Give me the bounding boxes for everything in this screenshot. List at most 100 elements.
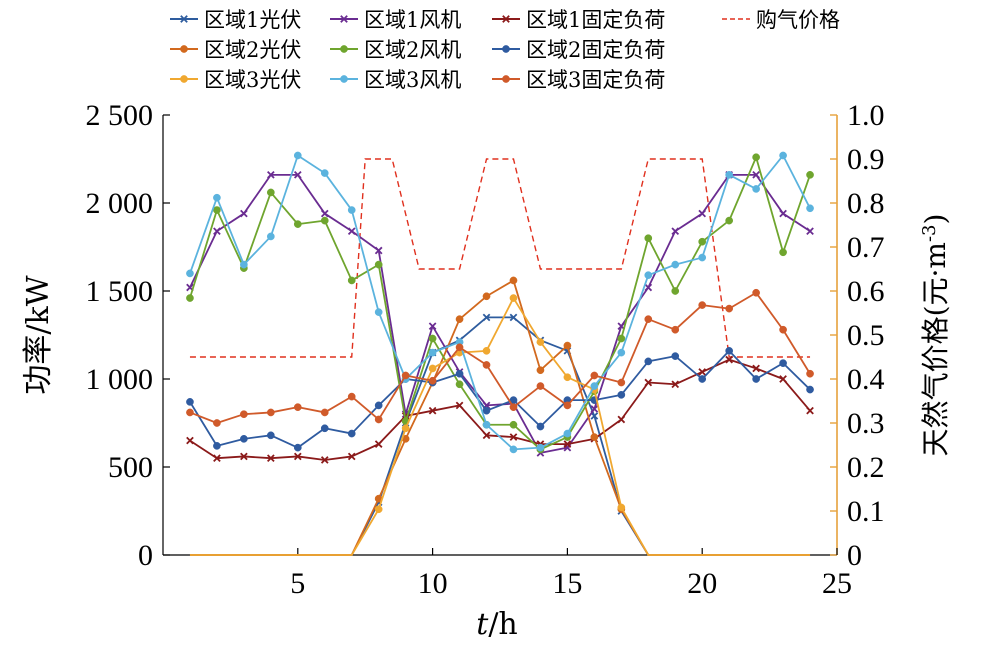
series-6 <box>186 346 814 452</box>
data-point <box>671 325 680 334</box>
data-point <box>617 390 626 399</box>
data-point <box>725 304 734 313</box>
data-point <box>509 294 518 302</box>
series-2 <box>186 171 814 457</box>
data-point <box>347 452 356 461</box>
data-point <box>455 315 464 324</box>
data-point <box>725 346 734 355</box>
data-point <box>698 209 707 218</box>
legend-item: 区域3风机 <box>330 68 461 92</box>
series-line <box>189 291 811 424</box>
data-point <box>509 445 518 454</box>
data-point <box>725 170 734 179</box>
series-7 <box>189 294 811 556</box>
data-point <box>671 260 680 269</box>
data-point <box>698 301 707 309</box>
data-point <box>779 325 787 334</box>
data-point <box>428 406 437 415</box>
data-point <box>779 248 787 257</box>
data-point <box>779 375 787 383</box>
data-point <box>455 369 464 378</box>
legend-label: 区域1风机 <box>364 8 461 32</box>
data-point <box>213 419 221 427</box>
series-line <box>189 349 811 449</box>
x-label-t: t <box>476 607 489 642</box>
data-point <box>186 408 194 417</box>
data-point <box>779 151 787 160</box>
data-point <box>617 378 626 387</box>
data-point <box>347 392 356 401</box>
y2-tick-label: 0.3 <box>847 407 885 440</box>
data-point <box>320 169 329 177</box>
legend-swatch-marker <box>502 15 510 23</box>
data-point <box>320 408 329 417</box>
series-line <box>189 156 811 451</box>
data-point <box>644 283 653 292</box>
legend-item: 区域2风机 <box>330 38 461 62</box>
data-point <box>240 434 248 443</box>
data-point <box>725 355 733 364</box>
data-point <box>536 443 545 452</box>
data-point <box>806 369 814 378</box>
data-point <box>482 313 491 322</box>
y2-label-close: ) <box>919 214 952 225</box>
legend-swatch-marker <box>180 45 188 53</box>
data-point <box>482 361 491 369</box>
legend-swatch-marker <box>502 45 510 53</box>
y-tick-label: 500 <box>108 451 153 484</box>
data-point <box>320 216 329 225</box>
data-point <box>509 313 518 322</box>
data-point <box>644 378 653 387</box>
legend-label: 区域1光伏 <box>204 8 301 32</box>
x-tick-label: 15 <box>552 567 582 600</box>
data-point <box>644 315 653 324</box>
data-point <box>428 376 437 385</box>
data-point <box>590 405 599 413</box>
data-point <box>428 364 437 373</box>
data-point <box>482 420 491 429</box>
legend-item: 区域1风机 <box>330 8 461 32</box>
data-point <box>347 227 356 235</box>
data-point <box>266 408 275 417</box>
data-point <box>240 260 248 269</box>
data-point <box>293 443 302 452</box>
data-point <box>401 424 410 433</box>
data-point <box>455 401 464 410</box>
data-point <box>725 216 734 225</box>
data-point <box>293 452 302 461</box>
legend-item: 购气价格 <box>722 8 840 32</box>
data-point <box>482 431 491 440</box>
data-point <box>806 204 814 213</box>
y2-tick-label: 0.1 <box>847 495 885 528</box>
data-point <box>752 364 760 373</box>
data-point <box>563 401 572 410</box>
data-point <box>698 368 707 376</box>
y-tick-label: 2 000 <box>86 187 154 220</box>
data-point <box>186 269 194 278</box>
y-tick-label: 0 <box>138 539 153 572</box>
data-point <box>347 276 356 285</box>
data-point <box>806 406 814 415</box>
data-point <box>752 153 760 162</box>
x-axis-label: t/h <box>476 607 518 642</box>
data-point <box>374 246 383 255</box>
legend-item: 区域3固定负荷 <box>492 68 665 92</box>
legend-label: 区域3固定负荷 <box>526 68 665 92</box>
y2-label-main: 天然气价格(元·m <box>919 242 952 456</box>
y2-label-sup: -3 <box>919 225 940 243</box>
data-point <box>374 308 383 316</box>
legend-label: 区域1固定负荷 <box>526 8 665 32</box>
data-point <box>752 185 760 193</box>
data-point <box>563 429 572 438</box>
data-point <box>644 271 653 280</box>
data-point <box>752 375 760 383</box>
data-point <box>455 343 464 352</box>
data-point <box>536 382 545 390</box>
legend-item: 区域2光伏 <box>170 38 301 62</box>
data-point <box>428 322 437 331</box>
legend-swatch-marker <box>180 15 188 23</box>
legend-item: 区域2固定负荷 <box>492 38 665 62</box>
data-point <box>320 456 329 464</box>
data-point <box>213 206 221 214</box>
data-point <box>347 429 356 438</box>
